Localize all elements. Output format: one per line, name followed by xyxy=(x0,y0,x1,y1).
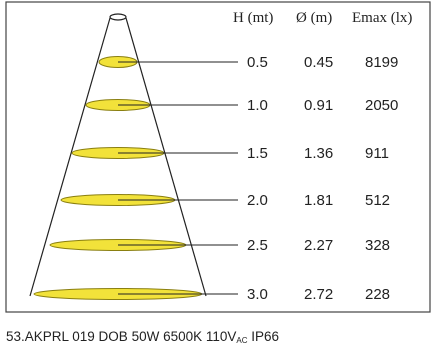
height-value: 2.0 xyxy=(247,192,268,209)
header-emax: Emax (lx) xyxy=(352,10,412,26)
cone-right-edge xyxy=(125,17,207,297)
height-value: 2.5 xyxy=(247,237,268,254)
caption-suffix: IP66 xyxy=(248,329,280,344)
diameter-value: 0.91 xyxy=(304,97,333,114)
diagram-border xyxy=(5,1,431,313)
beam-levels xyxy=(33,56,238,300)
caption-main: 53.AKPRL 019 DOB 50W 6500K 110V xyxy=(6,329,236,344)
emax-value: 911 xyxy=(365,145,389,162)
diameter-value: 1.81 xyxy=(304,192,333,209)
emax-value: 512 xyxy=(365,192,390,209)
product-caption: 53.AKPRL 019 DOB 50W 6500K 110VAC IP66 xyxy=(6,329,279,345)
header-height: H (mt) xyxy=(233,10,273,26)
lamp-head xyxy=(109,13,127,21)
emax-value: 228 xyxy=(365,286,390,303)
emax-value: 328 xyxy=(365,237,390,254)
diameter-value: 2.27 xyxy=(304,237,333,254)
height-value: 0.5 xyxy=(247,54,268,71)
cone-left-edge xyxy=(29,17,111,297)
emax-value: 8199 xyxy=(365,54,398,71)
beam-cone xyxy=(29,13,207,297)
value-table: 0.5 0.45 8199 1.0 0.91 2050 1.5 1.36 911 2.0 1.81 5… xyxy=(247,54,398,303)
height-value: 3.0 xyxy=(247,286,268,303)
header-diameter: Ø (m) xyxy=(296,10,332,26)
height-value: 1.5 xyxy=(247,145,268,162)
caption-subscript: AC xyxy=(236,336,247,345)
emax-value: 2050 xyxy=(365,97,398,114)
diameter-value: 2.72 xyxy=(304,286,333,303)
height-value: 1.0 xyxy=(247,97,268,114)
diameter-value: 1.36 xyxy=(304,145,333,162)
diameter-value: 0.45 xyxy=(304,54,333,71)
